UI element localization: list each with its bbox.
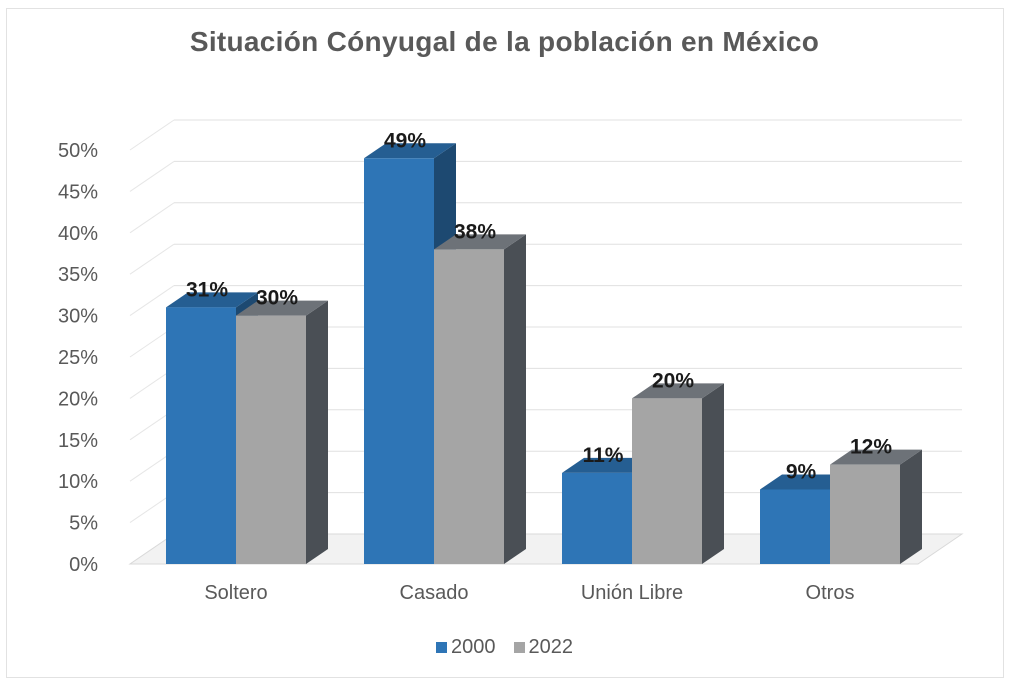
x-axis-ticks: Soltero Casado Unión Libre Otros <box>204 582 854 604</box>
y-tick-label: 10% <box>58 471 98 493</box>
bars <box>166 143 922 565</box>
gridline-side <box>129 160 175 192</box>
data-label: 11% <box>583 444 624 467</box>
y-tick-label: 35% <box>58 264 98 286</box>
legend-swatch-series-0 <box>436 642 447 653</box>
bar-front-face <box>364 158 434 564</box>
bar-front-face <box>760 489 830 564</box>
y-tick-label: 50% <box>58 140 98 162</box>
data-label: 30% <box>256 287 298 310</box>
x-tick-label: Casado <box>400 582 469 604</box>
y-tick-label: 20% <box>58 388 98 410</box>
bar-front-face <box>562 472 632 564</box>
data-labels: 31% 30% 49% 38% 11% 20% 9% 12% <box>186 129 892 483</box>
bar-side-face <box>702 383 724 564</box>
bar-front-face <box>166 307 236 564</box>
bar-2022-unión-libre <box>632 383 724 564</box>
bar-top-face <box>364 143 456 159</box>
data-label: 12% <box>850 436 892 459</box>
bar-top-face <box>760 474 852 490</box>
data-label: 49% <box>384 129 426 152</box>
bar-2022-casado <box>434 234 526 565</box>
data-label: 9% <box>786 460 817 483</box>
bar-side-face <box>504 234 526 565</box>
legend-item-series-1: 2022 <box>513 636 574 659</box>
bar-2022-otros <box>830 449 922 564</box>
x-tick-label: Unión Libre <box>581 582 683 604</box>
data-label: 38% <box>454 220 496 243</box>
bar-front-face <box>236 315 306 564</box>
legend-label-series-0: 2000 <box>451 636 496 658</box>
x-tick-label: Otros <box>806 582 855 604</box>
legend-label-series-1: 2022 <box>528 636 574 658</box>
chart-title: Situación Cónyugal de la población en Mé… <box>189 26 820 57</box>
y-tick-label: 15% <box>58 430 98 452</box>
bar-top-face <box>236 300 328 316</box>
bar-front-face <box>830 464 900 564</box>
y-tick-label: 45% <box>58 181 98 203</box>
y-tick-label: 5% <box>69 513 98 535</box>
legend-swatch-series-1 <box>513 642 525 653</box>
data-label: 20% <box>652 369 694 392</box>
data-label: 31% <box>186 278 228 301</box>
gridline-side <box>129 119 175 151</box>
gridline-side <box>129 202 175 234</box>
y-tick-label: 40% <box>58 223 98 245</box>
bar-top-face <box>830 449 922 465</box>
bar-top-face <box>562 457 654 473</box>
bar-top-face <box>632 383 724 399</box>
y-tick-label: 0% <box>69 554 98 576</box>
gridline-side <box>129 243 175 275</box>
bar-top-face <box>166 292 258 308</box>
x-tick-label: Soltero <box>204 582 267 604</box>
bar-side-face <box>306 300 328 564</box>
bar-front-face <box>632 398 702 564</box>
bar-front-face <box>434 249 504 565</box>
legend: 2000 2022 <box>0 636 1009 659</box>
bar-2022-soltero <box>236 300 328 564</box>
y-tick-label: 25% <box>58 347 98 369</box>
gridline-side <box>129 285 175 317</box>
bar-top-face <box>434 234 526 250</box>
bar-side-face <box>900 449 922 564</box>
legend-item-series-0: 2000 <box>436 636 496 659</box>
y-axis-ticks: 0% 5% 10% 15% 20% 25% 30% 35% 40% 45% 50% <box>58 140 98 576</box>
y-tick-label: 30% <box>58 306 98 328</box>
